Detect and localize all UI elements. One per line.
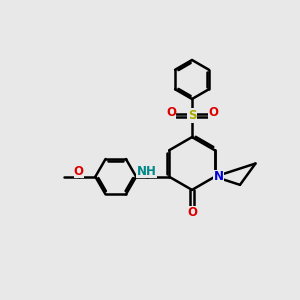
Text: O: O: [208, 106, 218, 119]
Text: O: O: [74, 165, 84, 178]
Text: NH: NH: [137, 165, 157, 178]
Text: S: S: [188, 109, 196, 122]
Text: O: O: [187, 206, 197, 220]
Text: N: N: [214, 170, 224, 183]
Text: O: O: [166, 106, 176, 119]
